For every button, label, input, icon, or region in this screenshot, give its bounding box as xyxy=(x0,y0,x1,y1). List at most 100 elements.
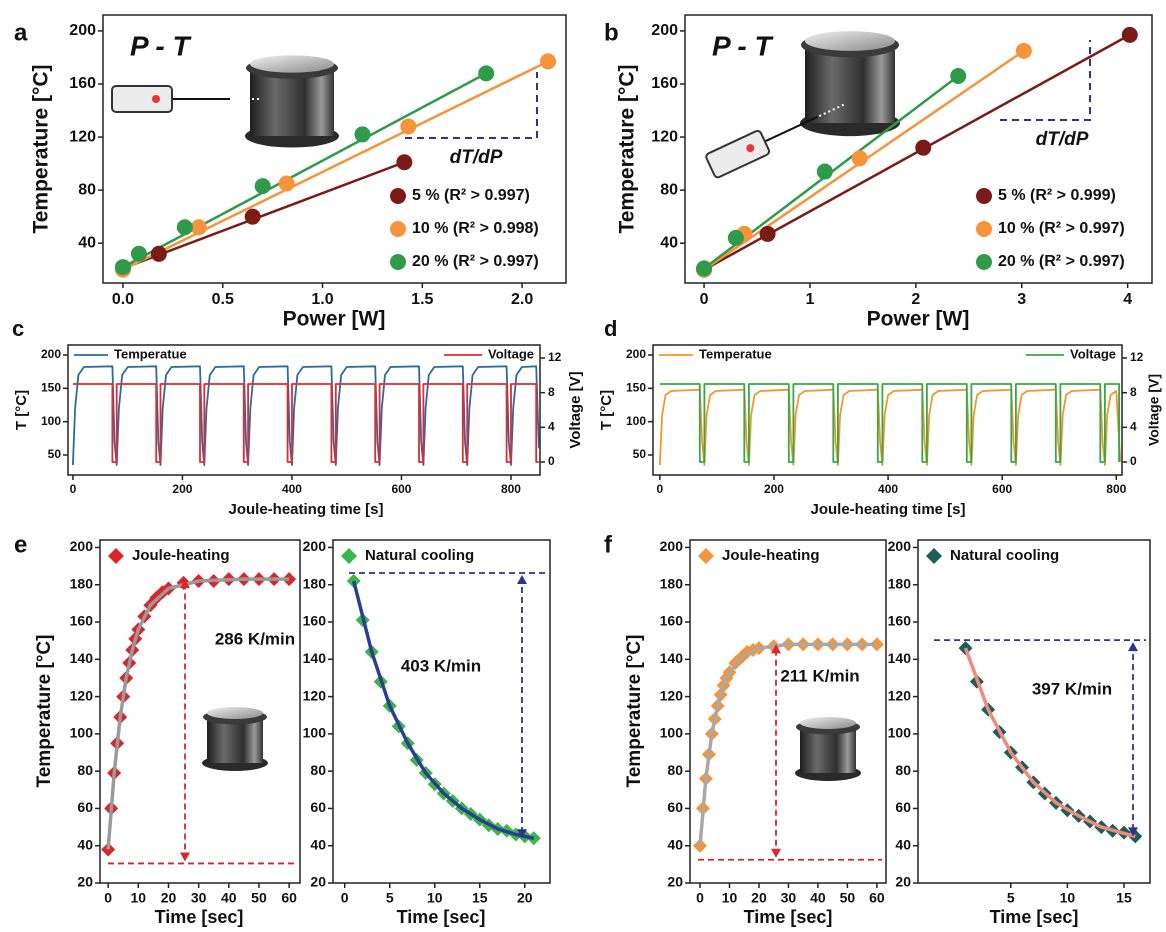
y-tick-label: 200 xyxy=(303,538,327,554)
x-tick-label: 600 xyxy=(391,482,411,496)
legend-marker xyxy=(108,548,124,564)
y-tick-label: 100 xyxy=(70,725,94,741)
legend-label: 10 % (R² > 0.998) xyxy=(412,220,539,237)
annotation: dT/dP xyxy=(1036,129,1089,150)
x-tick-label: 0 xyxy=(657,482,664,496)
marker xyxy=(150,245,167,262)
x-tick-label: 20 xyxy=(161,889,177,905)
marker xyxy=(282,572,297,587)
legend-marker xyxy=(926,548,942,564)
legend-label: 20 % (R² > 0.997) xyxy=(412,253,539,270)
y-tick-label: 80 xyxy=(77,762,93,778)
x-tick-label: 10 xyxy=(1060,889,1076,905)
x-tick-label: 4 xyxy=(1123,291,1132,308)
plot-frame xyxy=(652,344,1123,476)
marker xyxy=(244,208,261,225)
y-tick-label: 200 xyxy=(69,22,96,39)
x-axis-label: Time [sec] xyxy=(744,907,833,927)
x-tick-label: 50 xyxy=(251,889,267,905)
x-tick-label: 5 xyxy=(1007,889,1015,905)
y-tick-label: 60 xyxy=(310,799,326,815)
marker xyxy=(354,126,371,143)
marker xyxy=(101,842,116,857)
arrow-head xyxy=(771,644,781,654)
x-tick-label: 5 xyxy=(386,889,394,905)
y-tick-label: 40 xyxy=(895,836,911,852)
x-tick-label: 3 xyxy=(1017,291,1026,308)
x-axis-label: Power [W] xyxy=(867,308,970,331)
y-tick-label: 60 xyxy=(895,799,911,815)
marker xyxy=(759,225,776,242)
y-tick-label: 180 xyxy=(660,575,684,591)
annotation: 403 K/min xyxy=(401,656,481,675)
icon-wire xyxy=(764,116,818,143)
marker xyxy=(816,163,833,180)
marker xyxy=(915,139,932,156)
y2-axis-label: Voltage [V] xyxy=(1146,374,1162,446)
x-axis-label: Time [sec] xyxy=(990,907,1079,927)
x-tick-label: 20 xyxy=(517,889,533,905)
y-tick-label: 60 xyxy=(667,799,683,815)
legend-marker xyxy=(390,221,406,237)
slope-bracket xyxy=(1000,40,1091,121)
x-tick-label: 2 xyxy=(911,291,920,308)
y-tick-label: 200 xyxy=(888,538,912,554)
y-tick-label: 160 xyxy=(70,613,94,629)
fit-line xyxy=(122,161,405,270)
legend-label: Voltage xyxy=(488,346,534,361)
marker xyxy=(130,245,147,262)
x-axis-label: Time [sec] xyxy=(397,907,486,927)
legend-marker xyxy=(698,548,714,564)
y-tick-label: 80 xyxy=(78,181,96,198)
x-tick-label: 10 xyxy=(427,889,443,905)
x-tick-label: 400 xyxy=(878,482,898,496)
legend-label: Natural cooling xyxy=(365,547,474,564)
annotation: 211 K/min xyxy=(780,666,859,685)
x-tick-label: 0 xyxy=(341,889,349,905)
y-axis-label: Temperature [°C] xyxy=(34,635,55,788)
x-tick-label: 600 xyxy=(992,482,1012,496)
y-tick-label: 100 xyxy=(888,725,912,741)
y-tick-label: 120 xyxy=(70,687,94,703)
y-tick-label: 140 xyxy=(70,650,94,666)
plot-frame xyxy=(689,539,887,884)
series-line xyxy=(659,383,1120,463)
legend-label: Joule-heating xyxy=(132,547,230,564)
panel-label: f xyxy=(604,531,613,558)
x-tick-label: 0.0 xyxy=(112,291,134,308)
panel-label: d xyxy=(604,316,617,341)
fit-curve xyxy=(106,577,290,850)
x-tick-label: 50 xyxy=(840,889,856,905)
icon-top xyxy=(805,31,895,51)
legend-label: 5 % (R² > 0.997) xyxy=(412,187,530,204)
x-tick-label: 400 xyxy=(282,482,302,496)
annotation: dT/dP xyxy=(450,147,503,168)
y-tick-label: 180 xyxy=(303,575,327,591)
fit-curve xyxy=(963,647,1136,839)
marker xyxy=(696,260,713,277)
marker xyxy=(540,53,557,70)
y-tick-label: 120 xyxy=(660,687,684,703)
icon-sensor xyxy=(111,85,262,113)
y-tick-label: 160 xyxy=(69,75,96,92)
panel-label: c xyxy=(12,316,24,341)
legend-marker xyxy=(976,221,992,237)
marker xyxy=(1015,42,1032,59)
x-tick-label: 20 xyxy=(751,889,767,905)
panel-label: b xyxy=(604,19,619,46)
y-tick-label: 160 xyxy=(303,613,327,629)
arrow-head xyxy=(1128,642,1138,652)
series-line xyxy=(72,365,540,466)
y-tick-label: 100 xyxy=(660,725,684,741)
y-tick-label: 160 xyxy=(888,613,912,629)
y2-tick-label: 4 xyxy=(1130,420,1137,434)
fit-line xyxy=(122,60,549,271)
arrow-head xyxy=(517,575,527,585)
y-tick-label: 200 xyxy=(626,347,646,361)
y-tick-label: 200 xyxy=(651,22,678,39)
legend-label: Joule-heating xyxy=(722,547,820,564)
x-tick-label: 10 xyxy=(722,889,738,905)
y2-tick-label: 8 xyxy=(548,385,555,399)
x-tick-label: 60 xyxy=(869,889,885,905)
